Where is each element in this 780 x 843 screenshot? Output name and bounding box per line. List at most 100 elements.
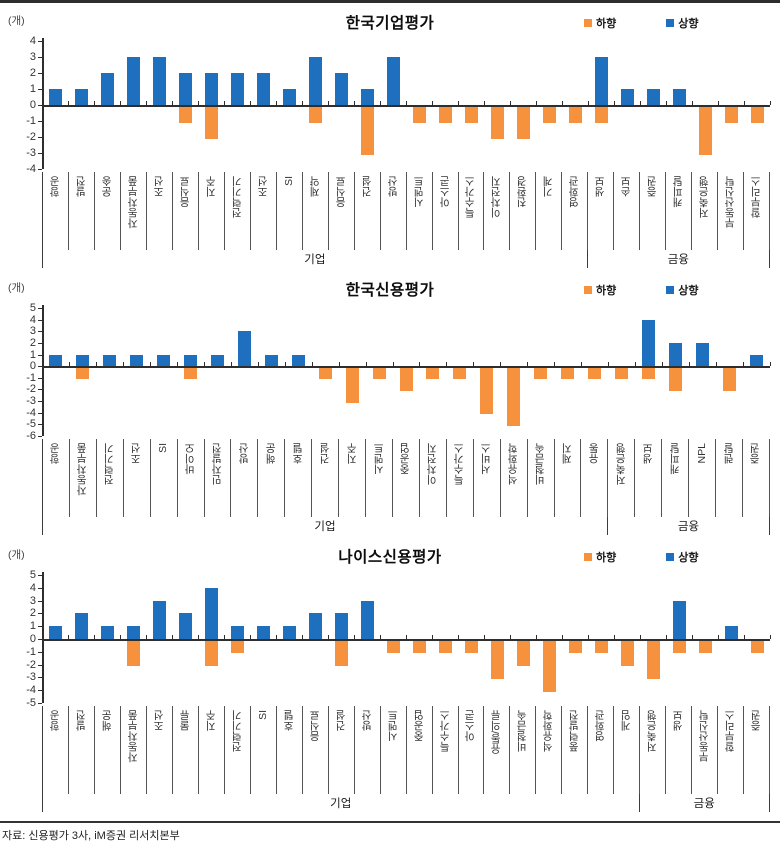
x-axis-tick: [527, 362, 529, 367]
y-axis-tick-label: -3: [26, 147, 36, 159]
x-axis-tick: [614, 101, 615, 105]
chart-header: (개) 나이스신용평가 하향 상향: [6, 544, 774, 568]
group-label: 기업: [314, 521, 336, 533]
y-axis-tick-label: -2: [26, 383, 36, 396]
bar-downgrade: [386, 640, 400, 654]
legend-upgrade-swatch: [666, 19, 675, 27]
y-axis-tick: [38, 651, 42, 653]
legend-upgrade-swatch: [666, 553, 675, 561]
source-note-row: 자료: 신용평가 3사, iM증권 리서치본부: [0, 821, 780, 843]
x-axis-tick: [276, 635, 277, 639]
y-axis-tick: [38, 73, 42, 74]
x-axis-tick: [718, 635, 719, 639]
category-label: 서비스: [480, 443, 493, 475]
category-cell: 발전: [69, 706, 95, 794]
bar-downgrade: [534, 367, 548, 380]
category-label: 증권: [749, 443, 762, 464]
x-axis-tick: [172, 635, 173, 639]
category-label: 부동산신탁: [724, 176, 737, 229]
category-label-row: 항공 자동차부품 전력기기 조선 SI 바이오 민자발전 방산 해운 호텔 건설 지주 시멘트 중공업 이차…: [43, 439, 770, 517]
category-label: 증권: [750, 710, 763, 731]
x-axis-tick: [692, 101, 693, 105]
chart-korea-investors-service: (개) 한국신용평가 하향 상향 5 4 3 2 1 0 -1 -2 -3 -4 -5 -6 항공 자동…: [0, 277, 780, 535]
category-label-row: 항공 발전 해운 자동차부품 조선 물류 지주 전력기기 SI 호텔 음식료 건설 방산 시멘트 중공업 특수…: [43, 706, 771, 794]
x-axis-tick: [432, 635, 433, 639]
x-axis-tick: [68, 362, 70, 367]
category-label: 항공: [49, 443, 62, 464]
bar-downgrade: [750, 640, 764, 654]
x-axis-tick: [380, 635, 381, 639]
bar-upgrade: [264, 354, 278, 367]
chart-title: 나이스신용평가: [338, 549, 442, 566]
category-cell: 시멘트: [407, 172, 433, 250]
category-cell: 생보: [666, 706, 693, 794]
y-axis-tick: [38, 639, 42, 640]
bar-downgrade: [642, 367, 656, 380]
x-axis-tick: [224, 101, 225, 105]
bar-upgrade: [646, 89, 660, 105]
x-axis-tick: [176, 362, 178, 367]
bar-upgrade: [360, 89, 374, 105]
y-axis-tick-label: 4: [29, 35, 36, 47]
x-axis-tick: [510, 635, 511, 639]
bar-upgrade: [256, 626, 270, 639]
bar-upgrade: [74, 613, 88, 639]
x-axis-tick: [662, 362, 664, 367]
x-axis-tick: [198, 635, 199, 639]
y-axis-tick: [38, 664, 42, 666]
x-axis-tick: [588, 101, 589, 105]
x-axis-tick: [68, 101, 69, 105]
x-axis-label-area: 항공 발전 운송 자동차부품 조선 음식료 지주 전력기기 조선 SI 제약 음식료 건설 방산 시멘트 아스…: [42, 172, 771, 268]
bar-downgrade: [594, 640, 608, 654]
legend-upgrade-label: 상향: [678, 552, 699, 564]
bar-upgrade: [102, 354, 116, 367]
category-cell: 지주: [199, 172, 225, 250]
category-cell: 전력기기: [97, 439, 124, 517]
x-axis-tick: [203, 362, 205, 367]
chart-header: (개) 한국기업평가 하향 상향: [6, 10, 774, 34]
y-axis-tick: [38, 105, 42, 106]
y-axis-tick: [38, 690, 42, 692]
category-cell: SI: [151, 439, 178, 517]
bar-upgrade: [256, 73, 270, 105]
bar-downgrade: [480, 367, 494, 415]
x-axis-tick: [666, 101, 667, 105]
category-label: 증권: [646, 176, 659, 197]
x-axis-tick: [146, 635, 147, 639]
category-label: 민자발전: [210, 443, 223, 485]
group-cell: 금융: [588, 250, 770, 268]
x-axis-line: [42, 366, 770, 368]
x-axis-tick: [354, 101, 355, 105]
bar-upgrade: [152, 600, 166, 639]
category-cell: 비철금속: [528, 439, 555, 517]
category-cell: 항공: [43, 172, 69, 250]
category-label: 항공: [48, 710, 61, 731]
y-axis-tick: [38, 401, 42, 403]
category-cell: 항공: [43, 439, 70, 517]
y-axis-tick: [38, 613, 42, 615]
category-label: 해운: [100, 710, 113, 731]
bar-upgrade: [291, 354, 305, 367]
category-label: 음식료: [178, 176, 191, 208]
bar-downgrade: [372, 367, 386, 380]
bar-upgrade: [672, 89, 686, 105]
bar-upgrade: [282, 626, 296, 639]
x-axis-tick: [406, 635, 407, 639]
y-axis-tick-label: 1: [29, 348, 36, 361]
category-label: 음식료: [308, 710, 321, 742]
category-cell: 석유화학: [536, 706, 563, 794]
y-axis-tick: [38, 424, 42, 426]
legend-downgrade-label: 하향: [596, 285, 617, 297]
category-cell: 유통/의류: [484, 706, 511, 794]
category-cell: 건설: [355, 172, 381, 250]
x-axis-tick: [473, 362, 475, 367]
bar-downgrade: [698, 640, 712, 654]
category-cell: 운송: [95, 172, 121, 250]
group-cell: 금융: [608, 517, 770, 535]
x-axis-tick: [744, 635, 745, 639]
category-label: 조선: [152, 710, 165, 731]
y-axis-tick-label: -3: [26, 395, 36, 408]
category-label: 저축은행: [614, 443, 627, 485]
x-axis-tick: [770, 101, 771, 105]
group-label: 금융: [693, 798, 715, 810]
